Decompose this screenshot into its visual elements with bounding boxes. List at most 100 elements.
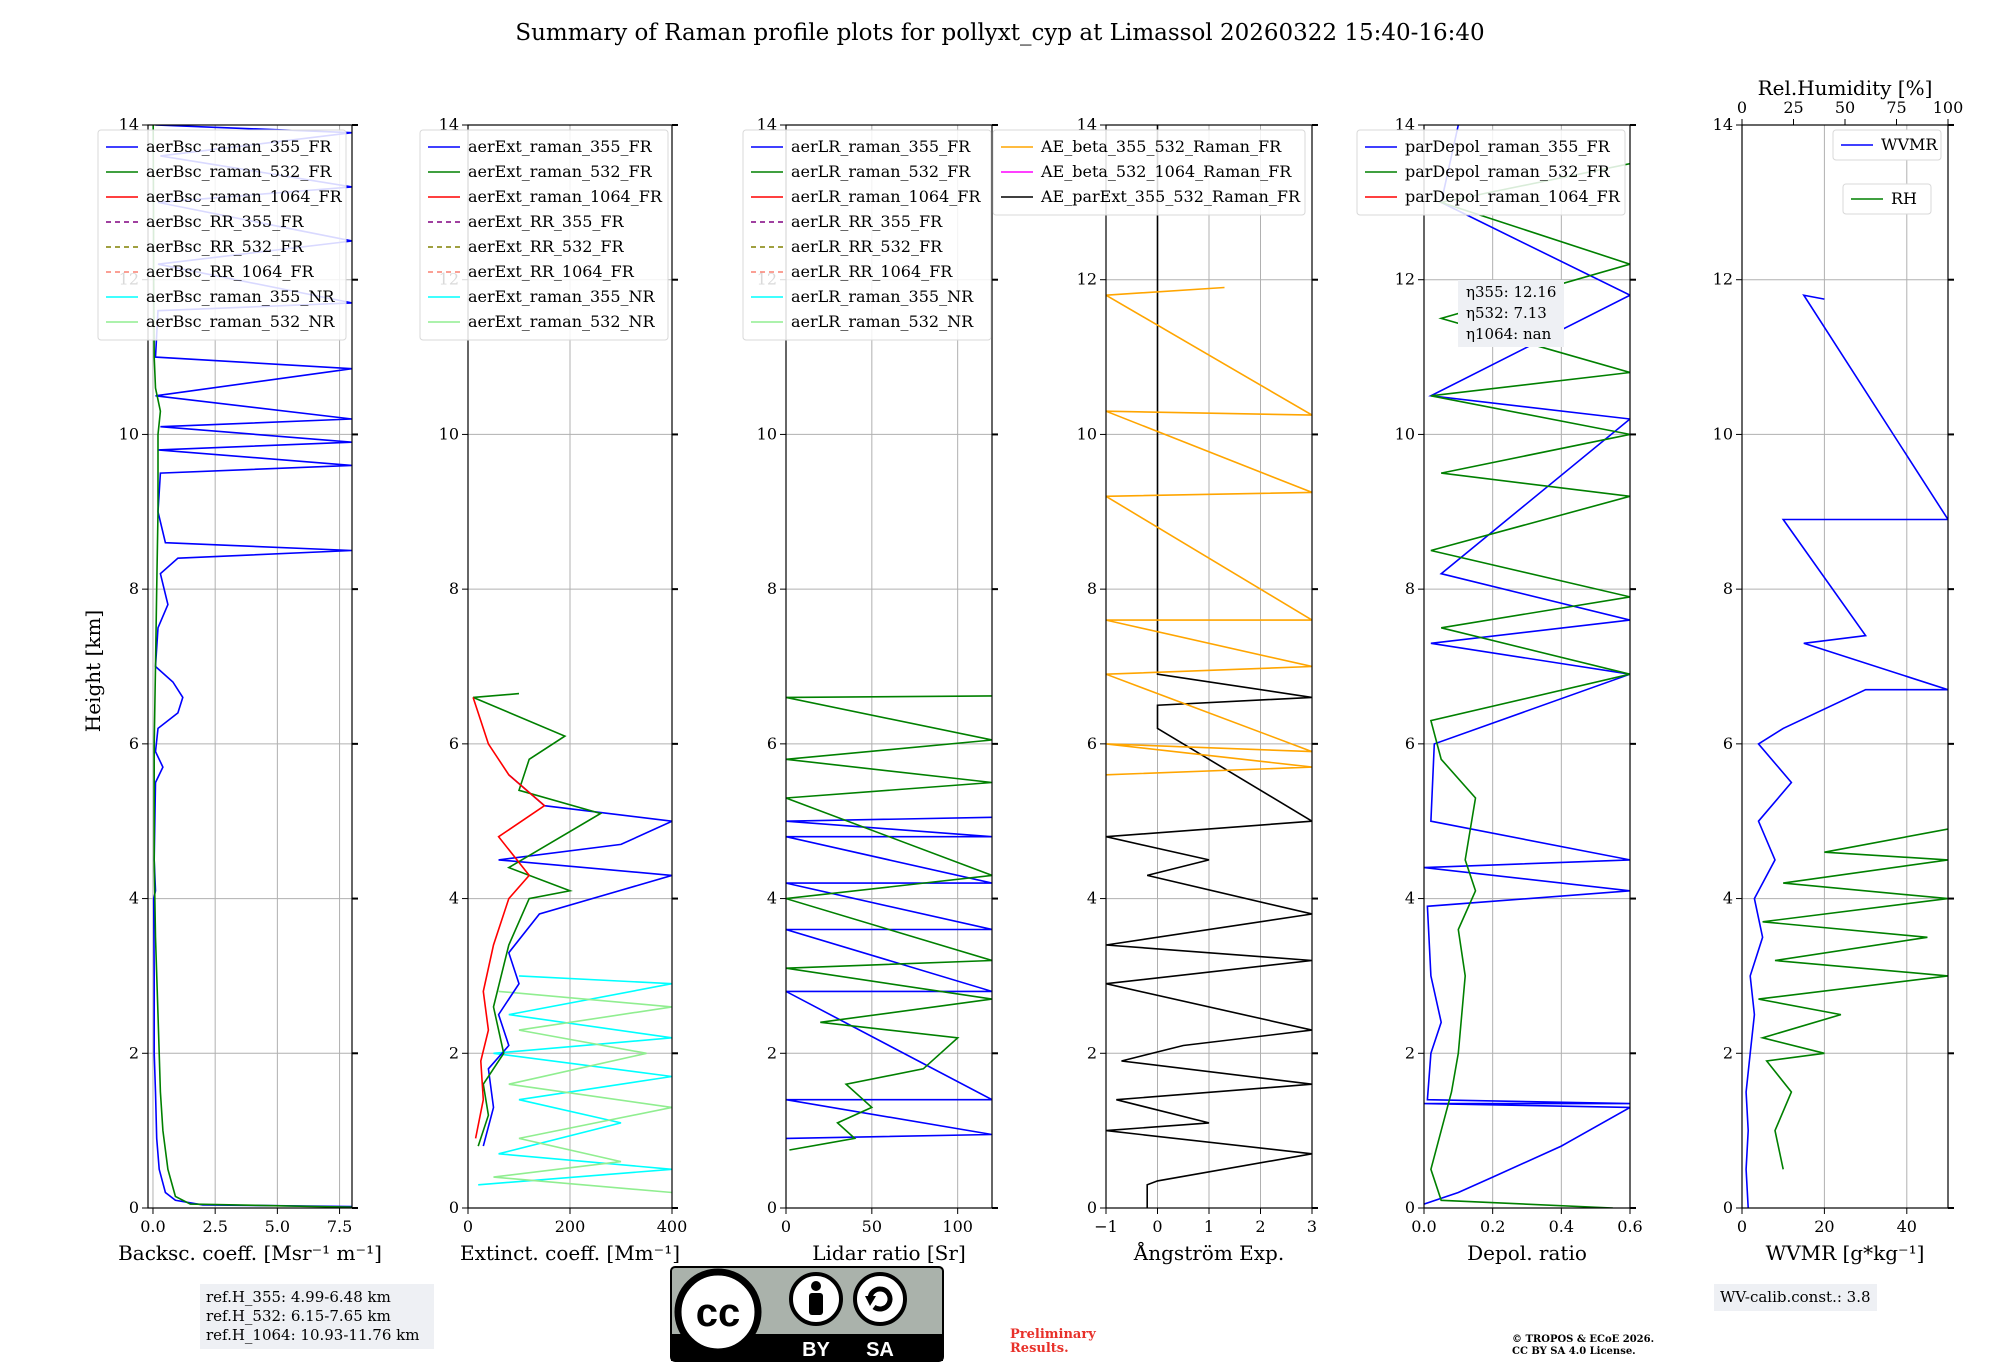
x-tick-label: 0.0 xyxy=(1411,1217,1436,1236)
legend: WVMR RH xyxy=(1832,129,1942,215)
series-group xyxy=(1424,125,1630,1208)
y-tick-label: 8 xyxy=(1723,579,1733,598)
cc-text: cc xyxy=(696,1291,741,1335)
legend-label: aerBsc_raman_532_FR xyxy=(146,162,332,181)
y-tick-label: 14 xyxy=(439,115,459,134)
legend-label: parDepol_raman_532_FR xyxy=(1405,162,1611,181)
y-tick-label: 2 xyxy=(1723,1043,1733,1062)
x-axis-label: Extinct. coeff. [Mm⁻¹] xyxy=(460,1241,680,1265)
y-tick-label: 6 xyxy=(449,734,459,753)
y-tick-label: 8 xyxy=(1087,579,1097,598)
copyright-line-1: © TROPOS & ECoE 2026. xyxy=(1512,1334,1655,1345)
legend-label: WVMR xyxy=(1881,135,1938,154)
top-x-tick-label: 100 xyxy=(1933,98,1964,117)
plot-frame xyxy=(1423,124,1631,1209)
y-tick-label: 14 xyxy=(119,115,139,134)
series-aerExt_raman_532_NR xyxy=(493,990,672,1194)
legend: aerLR_raman_355_FR aerLR_raman_532_FR aerL… xyxy=(742,129,992,341)
plot-frame xyxy=(785,124,993,1209)
y-tick-label: 2 xyxy=(767,1043,777,1062)
top-x-tick-label: 25 xyxy=(1783,98,1803,117)
x-tick-label: −1 xyxy=(1094,1217,1118,1236)
x-axis-label: Ångström Exp. xyxy=(1133,1240,1284,1265)
cc-icon xyxy=(674,1268,762,1356)
series-WVMR xyxy=(1745,294,1948,1208)
legend-label: aerLR_RR_532_FR xyxy=(791,237,943,256)
series-aerExt_raman_532_FR xyxy=(472,692,603,1147)
y-tick-label: 14 xyxy=(1395,115,1415,134)
x-tick-label: 50 xyxy=(862,1217,882,1236)
panel-depolarization: 0.0 0.2 0.4 0.6 0 2 4 6 8 10 12 14 Depol. ratio parDe… xyxy=(1356,115,1643,1265)
y-tick-label: 12 xyxy=(1713,270,1733,289)
legend-box xyxy=(1356,129,1626,216)
y-tick-label: 6 xyxy=(1087,734,1097,753)
eta-annotation-box: η355: 12.16 η532: 7.13 η1064: nan xyxy=(1458,280,1565,347)
series-group xyxy=(1745,294,1948,1208)
figure-title: Summary of Raman profile plots for polly… xyxy=(515,20,1485,46)
copyright-note: © TROPOS & ECoE 2026. CC BY SA 4.0 Licen… xyxy=(1512,1334,1654,1358)
legend: aerBsc_raman_355_FR aerBsc_raman_532_FRae… xyxy=(97,129,347,341)
legend-label: aerLR_raman_532_FR xyxy=(791,162,971,181)
series-aerExt_raman_355_FR xyxy=(482,774,672,1147)
top-x-tick-label: 0 xyxy=(1737,98,1747,117)
y-tick-label: 8 xyxy=(449,579,459,598)
y-tick-label: 2 xyxy=(1087,1043,1097,1062)
x-axis-label: Lidar ratio [Sr] xyxy=(812,1241,966,1265)
x-tick-label: 400 xyxy=(657,1217,688,1236)
y-tick-label: 6 xyxy=(767,734,777,753)
legend: AE_beta_355_532_Raman_FR AE_beta_532_1064… xyxy=(992,129,1306,216)
y-tick-label: 8 xyxy=(767,579,777,598)
y-tick-label: 4 xyxy=(1723,889,1733,908)
y-tick-label: 6 xyxy=(1405,734,1415,753)
legend-box xyxy=(742,129,992,341)
reference-height-box: ref.H_355: 4.99-6.48 km ref.H_532: 6.15-… xyxy=(200,1284,434,1349)
legend-label: aerBsc_raman_355_NR xyxy=(146,287,335,306)
legend-label: aerExt_RR_532_FR xyxy=(468,237,625,256)
series-aerLR_raman_532_FR xyxy=(786,695,992,1151)
series-group xyxy=(472,692,672,1194)
legend-label: aerBsc_RR_355_FR xyxy=(146,212,304,231)
y-tick-label: 10 xyxy=(439,424,459,443)
legend-label: aerExt_raman_532_NR xyxy=(468,312,656,331)
y-tick-label: 14 xyxy=(757,115,777,134)
x-tick-label: 100 xyxy=(942,1217,973,1236)
y-tick-label: 10 xyxy=(1713,424,1733,443)
legend-label: AE_beta_355_532_Raman_FR xyxy=(1040,137,1282,156)
legend-box xyxy=(419,129,669,341)
refh-355: ref.H_355: 4.99-6.48 km xyxy=(206,1288,391,1306)
legend-label: aerLR_raman_355_FR xyxy=(791,137,971,156)
y-tick-label: 4 xyxy=(1405,889,1415,908)
legend-label: aerLR_RR_355_FR xyxy=(791,212,943,231)
y-tick-label: 10 xyxy=(1077,424,1097,443)
share-alike-icon xyxy=(853,1272,907,1326)
series-aerLR_raman_355_FR xyxy=(786,816,992,1140)
panels: 0.02.55.07.502468101214Backsc. coeff. [M… xyxy=(97,76,1964,1265)
legend-label: parDepol_raman_355_FR xyxy=(1405,137,1611,156)
eta-355: η355: 12.16 xyxy=(1466,283,1557,301)
series-parDepol_raman_532_FR xyxy=(1429,162,1630,1208)
legend-label: aerLR_raman_1064_FR xyxy=(791,187,981,206)
legend-label: aerExt_raman_355_NR xyxy=(468,287,656,306)
y-tick-label: 10 xyxy=(119,424,139,443)
panel-lidar-ratio: 05010002468101214Lidar ratio [Sr]aerLR_r… xyxy=(742,115,998,1265)
legend-label: AE_beta_532_1064_Raman_FR xyxy=(1040,162,1292,181)
x-tick-label: 40 xyxy=(1897,1217,1917,1236)
y-tick-label: 0 xyxy=(1405,1198,1415,1217)
series-aerExt_raman_355_NR xyxy=(478,975,672,1186)
legend-label: aerBsc_RR_532_FR xyxy=(146,237,304,256)
x-tick-label: 2.5 xyxy=(202,1217,227,1236)
x-tick-label: 5.0 xyxy=(265,1217,290,1236)
x-axis-label: Backsc. coeff. [Msr⁻¹ m⁻¹] xyxy=(118,1241,382,1265)
y-tick-label: 10 xyxy=(1395,424,1415,443)
legend-box xyxy=(992,129,1306,216)
cc-by-sa-badge[interactable]: cc BY SA xyxy=(670,1266,944,1362)
legend-label: AE_parExt_355_532_Raman_FR xyxy=(1040,187,1301,206)
x-tick-label: 0.4 xyxy=(1549,1217,1574,1236)
plot-frame xyxy=(1741,124,1949,1209)
preliminary-note: Preliminary Results. xyxy=(1010,1328,1096,1356)
top-x-axis-label: Rel.Humidity [%] xyxy=(1758,76,1933,100)
legend-label: aerExt_RR_355_FR xyxy=(468,212,625,231)
x-tick-label: 0.0 xyxy=(140,1217,165,1236)
y-tick-label: 0 xyxy=(449,1198,459,1217)
wv-calibration-box: WV-calib.const.: 3.8 xyxy=(1714,1284,1877,1311)
